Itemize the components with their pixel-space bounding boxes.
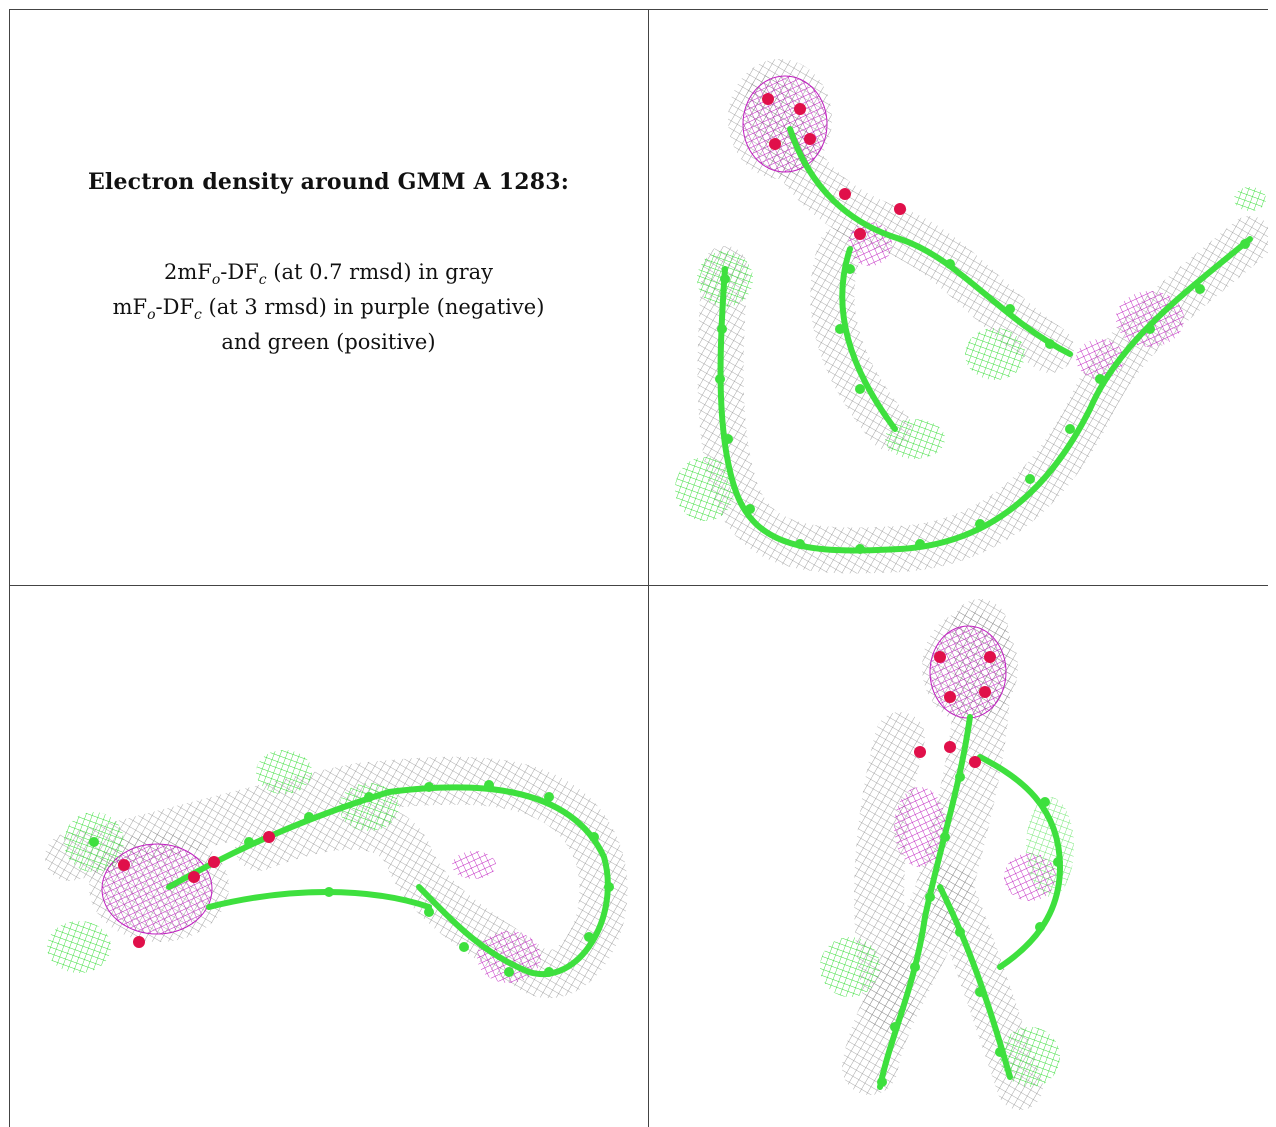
legend-text: 2mFo-DFc (at 0.7 rmsd) in gray mFo-DFc (… <box>113 259 545 356</box>
legend-line-positive: and green (positive) <box>221 330 436 355</box>
table-divider-horizontal <box>9 585 1268 586</box>
figure-title: Electron density around GMM A 1283: <box>87 169 570 195</box>
table-divider-vertical <box>648 9 649 1127</box>
density-view-bottom-right <box>650 587 1268 1127</box>
figure-table: Electron density around GMM A 1283: 2mFo… <box>9 9 1268 1127</box>
density-view-bottom-left <box>9 587 648 1127</box>
density-view-top-right <box>650 9 1268 585</box>
legend-line-2fo: 2mFo-DFc (at 0.7 rmsd) in gray <box>163 260 494 289</box>
table-border-top <box>9 9 1268 10</box>
table-border-left <box>9 9 10 1127</box>
legend-line-fo: mFo-DFc (at 3 rmsd) in purple (negative) <box>112 295 545 324</box>
caption-cell: Electron density around GMM A 1283: 2mFo… <box>9 9 648 585</box>
